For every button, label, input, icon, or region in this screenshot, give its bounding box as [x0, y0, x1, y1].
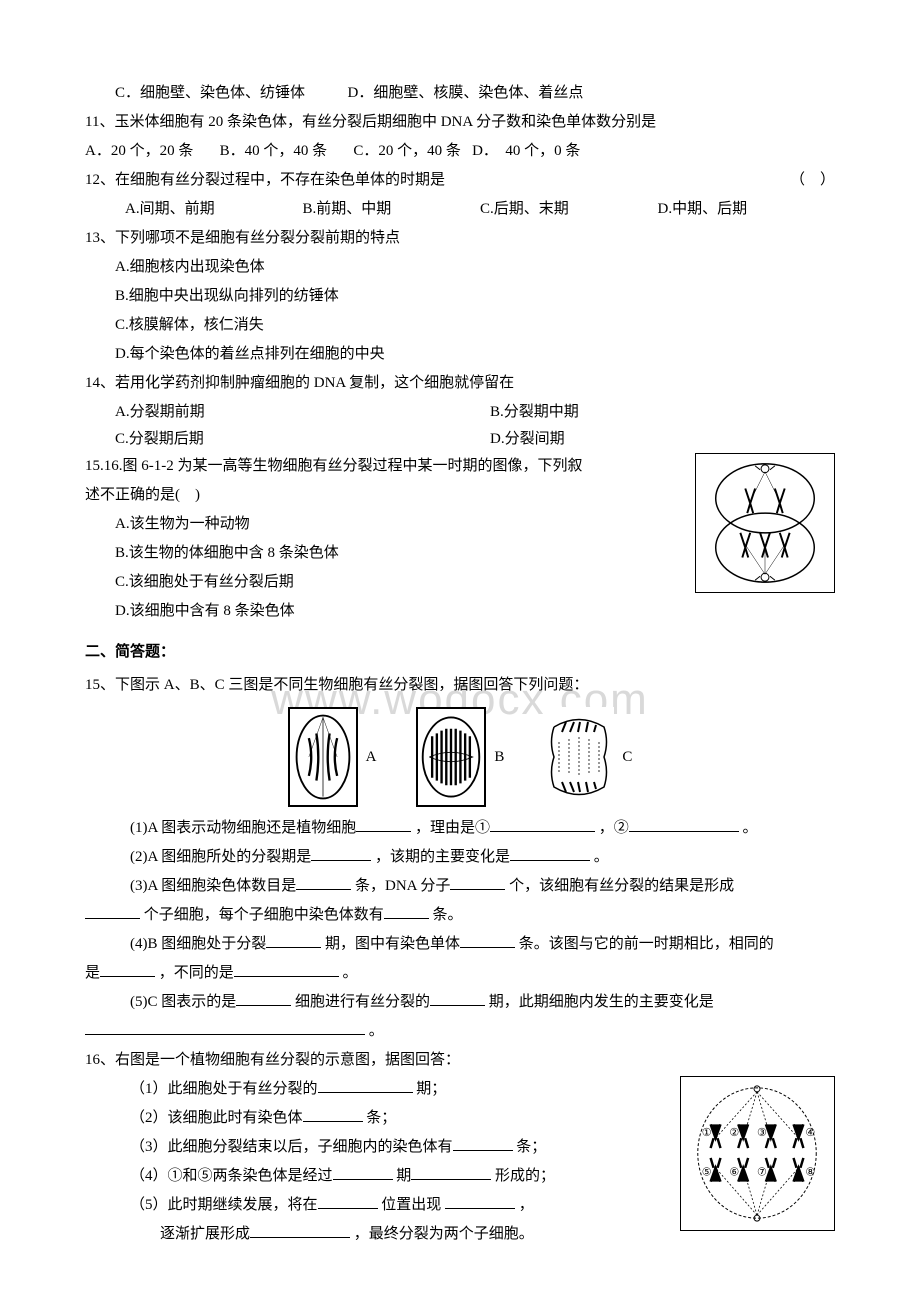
- q16-figure: ① ② ③ ④ ⑤ ⑥ ⑦ ⑧: [680, 1076, 835, 1231]
- q15-3d: 个子细胞，每个子细胞中染色体数有: [144, 907, 384, 923]
- figure-a: A: [288, 707, 377, 807]
- q15-3c: 个，该细胞有丝分裂的结果是形成: [509, 878, 734, 894]
- q15-4f: 。: [343, 965, 358, 981]
- q15-sub3: (3)A 图细胞染色体数目是 条，DNA 分子 个，该细胞有丝分裂的结果是形成: [85, 873, 835, 900]
- document-content: C．细胞壁、染色体、纺锤体 D．细胞壁、核膜、染色体、着丝点 11、玉米体细胞有…: [85, 80, 835, 1250]
- q15-3a: (3)A 图细胞染色体数目是: [130, 878, 296, 894]
- q10-optC: C．细胞壁、染色体、纺锤体: [115, 85, 305, 101]
- svg-text:⑧: ⑧: [805, 1167, 815, 1179]
- q15-2a: (2)A 图细胞所处的分裂期是: [130, 849, 311, 865]
- figure-c: C: [544, 707, 632, 807]
- q15-4a: (4)B 图细胞处于分裂: [130, 936, 266, 952]
- q13-stem: 13、下列哪项不是细胞有丝分裂分裂前期的特点: [85, 225, 835, 252]
- q16-5e: ，最终分裂为两个子细胞。: [354, 1226, 534, 1242]
- q15-sub5b: 。: [85, 1018, 835, 1045]
- q16-stem: 16、右图是一个植物细胞有丝分裂的示意图，据图回答：: [85, 1047, 835, 1074]
- q15-1a: (1)A 图表示动物细胞还是植物细胞: [130, 820, 356, 836]
- q16-5a: （5）此时期继续发展，将在: [130, 1197, 318, 1213]
- q15-5a: (5)C 图表示的是: [130, 994, 236, 1010]
- q11-opts: A．20 个，20 条 B．40 个，40 条 C．20 个，40 条 D． 4…: [85, 138, 835, 165]
- q15-16-optD: D.该细胞中含有 8 条染色体: [85, 598, 835, 625]
- q15-1c: ，②: [599, 820, 629, 836]
- q16-5b: 位置出现: [381, 1197, 445, 1213]
- label-c: C: [622, 744, 632, 771]
- q15-16-figure: [695, 453, 835, 593]
- q15-5b: 细胞进行有丝分裂的: [295, 994, 430, 1010]
- q13-optD: D.每个染色体的着丝点排列在细胞的中央: [85, 341, 835, 368]
- q16-4a: （4）①和⑤两条染色体是经过: [130, 1168, 333, 1184]
- q13-optA: A.细胞核内出现染色体: [85, 254, 835, 281]
- figure-row-abc: A B: [85, 707, 835, 807]
- q14-optA: A.分裂期前期: [85, 399, 460, 426]
- q15-2b: ，该期的主要变化是: [375, 849, 510, 865]
- q12-optA: A.间期、前期: [125, 196, 303, 223]
- q15-4e: ，不同的是: [159, 965, 234, 981]
- svg-text:④: ④: [805, 1127, 815, 1139]
- q15-4b: 期，图中有染色单体: [325, 936, 460, 952]
- q15-3e: 条。: [433, 907, 463, 923]
- q14-stem: 14、若用化学药剂抑制肿瘤细胞的 DNA 复制，这个细胞就停留在: [85, 370, 835, 397]
- q12-optD: D.中期、后期: [658, 196, 836, 223]
- q13-optB: B.细胞中央出现纵向排列的纺锤体: [85, 283, 835, 310]
- svg-text:②: ②: [729, 1127, 739, 1139]
- q12-bracket: （ ）: [790, 167, 835, 194]
- q15-sub1: (1)A 图表示动物细胞还是植物细胞 ，理由是① ，② 。: [85, 815, 835, 842]
- q15-2c: 。: [594, 849, 609, 865]
- q12-optB: B.前期、中期: [303, 196, 481, 223]
- q10-options-cd: C．细胞壁、染色体、纺锤体 D．细胞壁、核膜、染色体、着丝点: [85, 80, 835, 107]
- q12-stem-row: 12、在细胞有丝分裂过程中，不存在染色单体的时期是 （ ）: [85, 167, 835, 194]
- q15-sub3b: 个子细胞，每个子细胞中染色体数有 条。: [85, 902, 835, 929]
- q15-sub2: (2)A 图细胞所处的分裂期是 ，该期的主要变化是 。: [85, 844, 835, 871]
- q16-1a: （1）此细胞处于有丝分裂的: [130, 1081, 318, 1097]
- svg-text:⑤: ⑤: [702, 1167, 712, 1179]
- q16-5d: 逐渐扩展形成: [160, 1226, 250, 1242]
- q10-optD: D．细胞壁、核膜、染色体、着丝点: [348, 85, 584, 101]
- q15-5d: 。: [369, 1023, 384, 1039]
- q16-5c: ，: [519, 1197, 534, 1213]
- q15-sub4: (4)B 图细胞处于分裂 期，图中有染色单体 条。该图与它的前一时期相比，相同的: [85, 931, 835, 958]
- q16-3a: （3）此细胞分裂结束以后，子细胞内的染色体有: [130, 1139, 453, 1155]
- svg-text:①: ①: [702, 1127, 712, 1139]
- q16-2a: （2）该细胞此时有染色体: [130, 1110, 303, 1126]
- q15-1b: ，理由是①: [415, 820, 490, 836]
- q14-row1: A.分裂期前期 B.分裂期中期: [85, 399, 835, 426]
- q14-optC: C.分裂期后期: [85, 426, 460, 453]
- q14-optB: B.分裂期中期: [460, 399, 835, 426]
- q16-3b: 条；: [516, 1139, 546, 1155]
- q11-stem: 11、玉米体细胞有 20 条染色体，有丝分裂后期细胞中 DNA 分子数和染色单体…: [85, 109, 835, 136]
- q16-2b: 条；: [366, 1110, 396, 1126]
- label-b: B: [494, 744, 504, 771]
- q15-stem: 15、下图示 A、B、C 三图是不同生物细胞有丝分裂图，据图回答下列问题：: [85, 672, 835, 699]
- q15-4c: 条。该图与它的前一时期相比，相同的: [519, 936, 774, 952]
- q12-stem: 12、在细胞有丝分裂过程中，不存在染色单体的时期是: [85, 172, 445, 188]
- q16-1b: 期；: [416, 1081, 446, 1097]
- q15-sub4b: 是 ，不同的是 。: [85, 960, 835, 987]
- svg-text:③: ③: [757, 1127, 767, 1139]
- section2-title: 二、简答题：: [85, 639, 835, 666]
- q16-4b: 期: [396, 1168, 411, 1184]
- figure-b: B: [416, 707, 504, 807]
- q12-optC: C.后期、末期: [480, 196, 658, 223]
- q15-sub5: (5)C 图表示的是 细胞进行有丝分裂的 期，此期细胞内发生的主要变化是: [85, 989, 835, 1016]
- q15-5c: 期，此期细胞内发生的主要变化是: [489, 994, 714, 1010]
- q16-4c: 形成的；: [495, 1168, 555, 1184]
- q15-1d: 。: [743, 820, 758, 836]
- q14-row2: C.分裂期后期 D.分裂间期: [85, 426, 835, 453]
- q14-optD: D.分裂间期: [460, 426, 835, 453]
- svg-text:⑥: ⑥: [729, 1167, 739, 1179]
- q12-opts: A.间期、前期 B.前期、中期 C.后期、末期 D.中期、后期: [85, 196, 835, 223]
- q15-4d: 是: [85, 965, 100, 981]
- q13-optC: C.核膜解体，核仁消失: [85, 312, 835, 339]
- label-a: A: [366, 744, 377, 771]
- q15-3b: 条，DNA 分子: [355, 878, 450, 894]
- svg-text:⑦: ⑦: [757, 1167, 767, 1179]
